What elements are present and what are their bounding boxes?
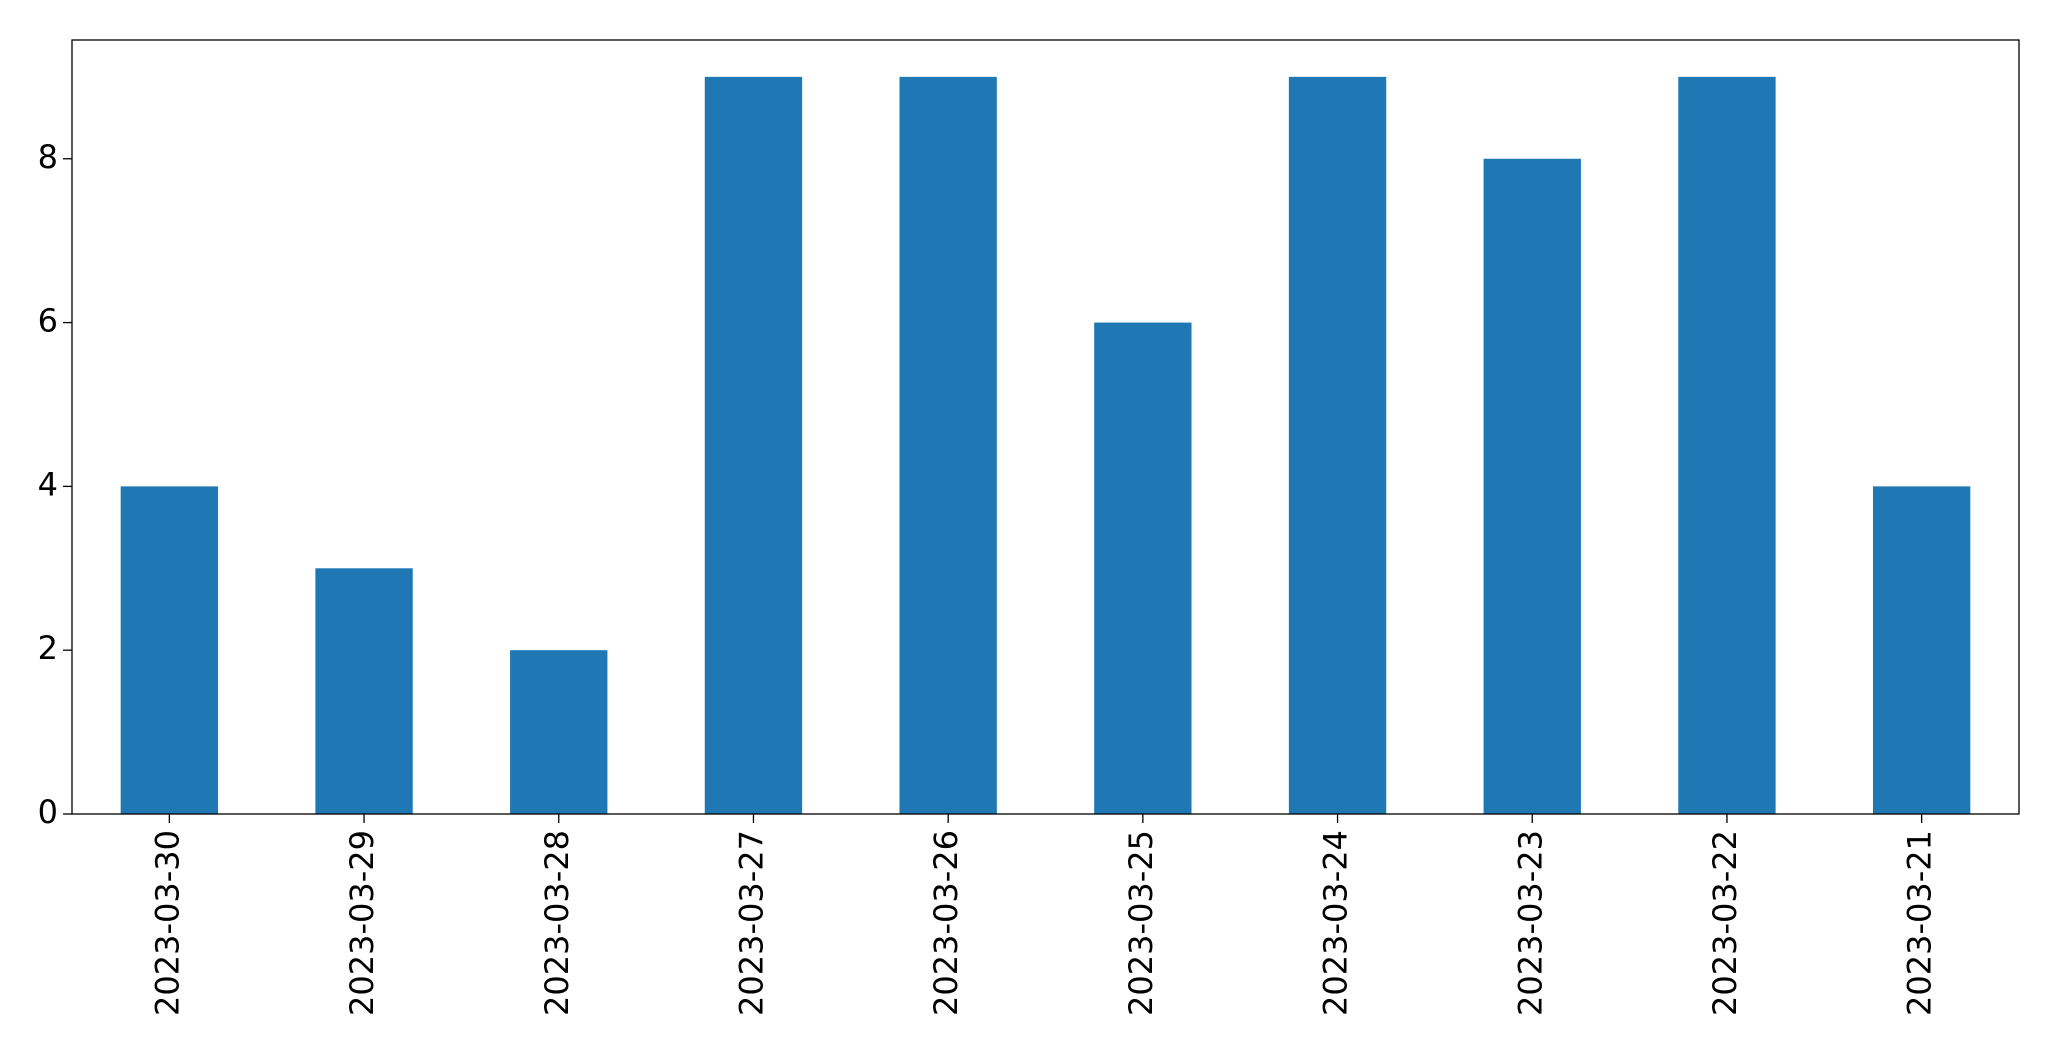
bar <box>510 650 608 814</box>
bar <box>1872 486 1971 814</box>
x-tick-label: 2023-03-21 <box>1901 830 1939 1016</box>
x-tick-label: 2023-03-28 <box>538 830 576 1016</box>
x-tick-label: 2023-03-25 <box>1122 830 1160 1016</box>
bar <box>1678 76 1776 815</box>
bar <box>704 76 803 815</box>
y-tick-label: 4 <box>38 465 58 503</box>
plot-frame <box>71 39 2020 815</box>
bar <box>1483 158 1581 814</box>
x-tick-label: 2023-03-22 <box>1706 830 1744 1016</box>
y-tick-label: 2 <box>38 629 58 667</box>
x-tick-label: 2023-03-29 <box>343 830 381 1016</box>
y-tick-label: 0 <box>38 793 58 831</box>
bar <box>1288 76 1387 815</box>
y-tick-label: 8 <box>38 138 58 176</box>
y-tick-label: 6 <box>38 302 58 340</box>
bar <box>120 486 219 814</box>
bar <box>315 568 413 814</box>
x-tick-label: 2023-03-23 <box>1511 830 1549 1016</box>
x-tick-label: 2023-03-27 <box>732 830 770 1016</box>
bar <box>899 76 997 815</box>
x-tick-label: 2023-03-26 <box>927 830 965 1016</box>
x-tick-label: 2023-03-30 <box>148 830 186 1016</box>
x-tick-label: 2023-03-24 <box>1317 830 1355 1016</box>
bar <box>1094 322 1192 814</box>
